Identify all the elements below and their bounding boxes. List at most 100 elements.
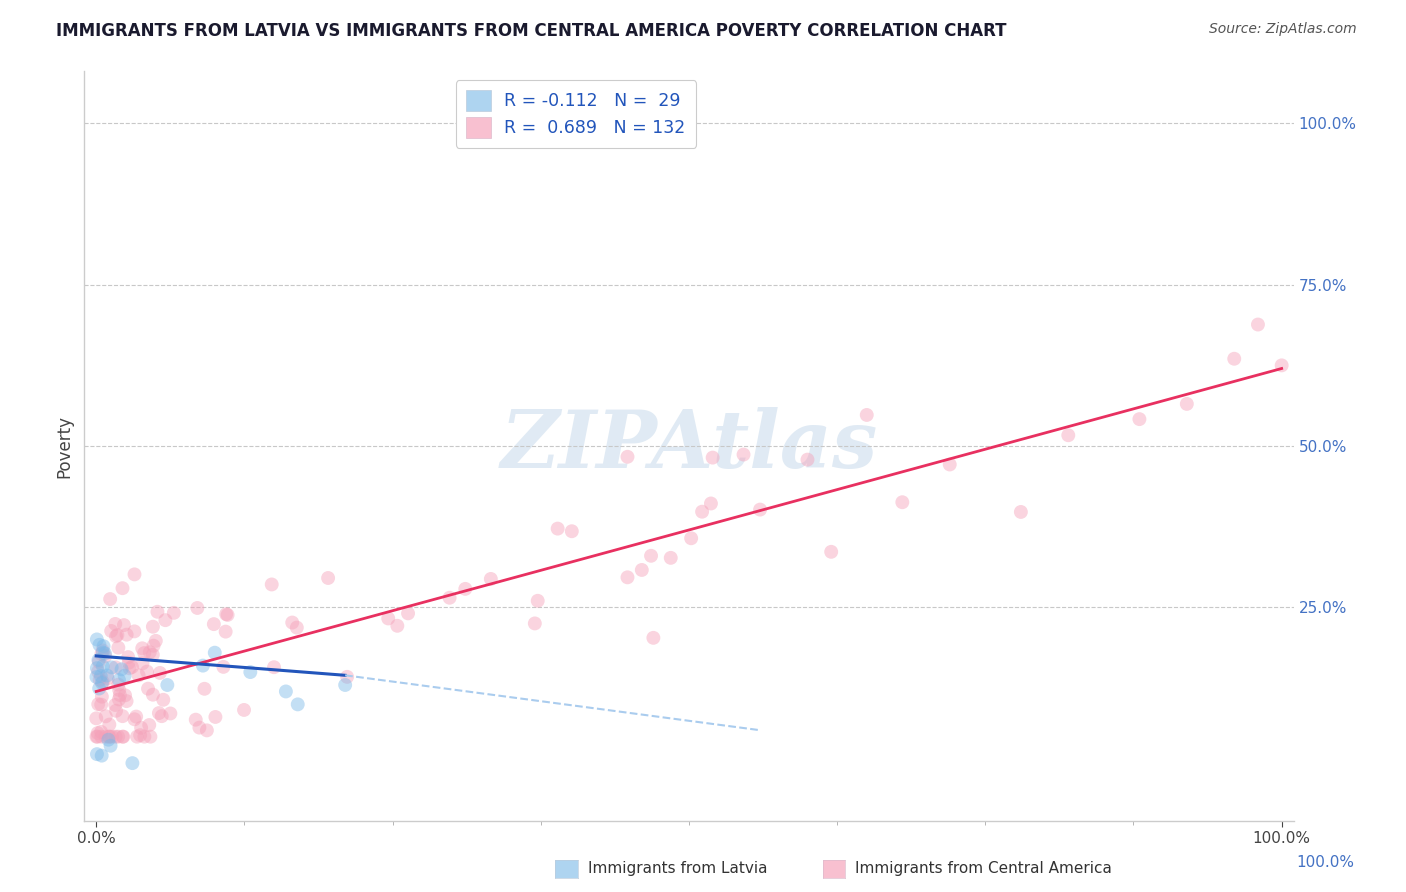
Point <box>938 458 960 472</box>
Point <box>142 639 165 653</box>
Point <box>86 730 108 744</box>
Point <box>855 408 877 422</box>
Point <box>91 643 114 657</box>
Point <box>700 496 723 510</box>
Point <box>1223 351 1246 366</box>
Point <box>156 678 179 692</box>
Point <box>93 639 115 653</box>
Point <box>139 730 162 744</box>
Point <box>114 668 136 682</box>
Point <box>90 748 112 763</box>
Point <box>142 688 165 702</box>
Point <box>142 620 165 634</box>
Point <box>139 645 162 659</box>
Point <box>336 670 359 684</box>
Point <box>204 710 226 724</box>
Point <box>115 694 138 708</box>
Point <box>94 647 117 661</box>
Point <box>129 728 152 742</box>
Point <box>107 678 129 692</box>
Point <box>86 632 108 647</box>
Point <box>86 661 108 675</box>
Text: Immigrants from Central America: Immigrants from Central America <box>855 862 1112 876</box>
Point <box>112 730 135 744</box>
Point <box>260 577 283 591</box>
Point <box>131 641 153 656</box>
Point <box>214 624 236 639</box>
Point <box>89 673 111 687</box>
Point <box>97 672 120 686</box>
Point <box>659 550 682 565</box>
Point <box>118 661 141 675</box>
Point <box>97 730 120 744</box>
Point <box>108 688 131 702</box>
Point <box>90 698 112 712</box>
Point <box>136 681 159 696</box>
Point <box>117 650 139 665</box>
Point <box>111 730 134 744</box>
Point <box>202 617 225 632</box>
Point <box>163 606 186 620</box>
Point <box>104 698 127 712</box>
Legend: R = -0.112   N =  29, R =  0.689   N = 132: R = -0.112 N = 29, R = 0.689 N = 132 <box>456 80 696 148</box>
Text: IMMIGRANTS FROM LATVIA VS IMMIGRANTS FROM CENTRAL AMERICA POVERTY CORRELATION CH: IMMIGRANTS FROM LATVIA VS IMMIGRANTS FRO… <box>56 22 1007 40</box>
Text: ZIPAtlas: ZIPAtlas <box>501 408 877 484</box>
Point <box>215 607 238 622</box>
Point <box>104 629 127 643</box>
Point <box>1128 412 1150 426</box>
Point <box>186 601 208 615</box>
Point <box>129 721 152 735</box>
Point <box>1057 428 1080 442</box>
Point <box>136 665 159 679</box>
Point <box>114 689 136 703</box>
Point <box>204 646 226 660</box>
Point <box>149 665 172 680</box>
Point <box>217 607 239 622</box>
Point <box>98 730 121 744</box>
Point <box>150 709 173 723</box>
Point <box>91 675 114 690</box>
Point <box>138 718 160 732</box>
Point <box>547 522 569 536</box>
Point <box>193 681 215 696</box>
Point <box>96 668 118 682</box>
Point <box>91 659 114 673</box>
Point <box>112 618 135 632</box>
Point <box>87 653 110 667</box>
Point <box>118 656 141 670</box>
Point <box>155 613 177 627</box>
Point <box>90 647 112 661</box>
Point <box>98 592 121 607</box>
Point <box>690 505 713 519</box>
Point <box>104 660 127 674</box>
Point <box>111 581 134 595</box>
Point <box>105 704 128 718</box>
Point <box>145 633 167 648</box>
Point <box>333 678 356 692</box>
Point <box>188 721 211 735</box>
Point <box>479 572 502 586</box>
Point <box>526 594 548 608</box>
Point <box>111 709 134 723</box>
Point <box>630 563 652 577</box>
Point <box>195 723 218 738</box>
Point <box>87 655 110 669</box>
Point <box>115 627 138 641</box>
Point <box>681 531 703 545</box>
Point <box>640 549 662 563</box>
Point <box>110 662 132 676</box>
Point <box>523 616 546 631</box>
Point <box>90 676 112 690</box>
Point <box>86 747 108 761</box>
Point <box>98 717 121 731</box>
Point <box>616 450 638 464</box>
Point <box>233 703 256 717</box>
Point <box>287 698 309 712</box>
Point <box>148 706 170 720</box>
Point <box>891 495 914 509</box>
Point <box>100 739 122 753</box>
Point <box>105 628 128 642</box>
Point <box>796 452 818 467</box>
Point <box>1271 359 1294 373</box>
Point <box>104 730 127 744</box>
